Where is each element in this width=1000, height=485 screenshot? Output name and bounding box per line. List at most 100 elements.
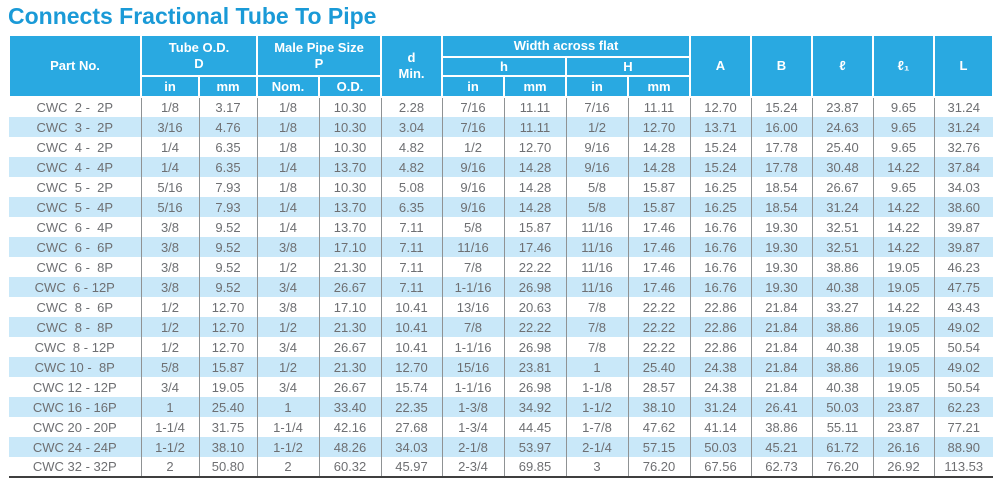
cell-b: 62.73	[750, 457, 812, 479]
cell-length: 37.84	[933, 157, 993, 178]
cell-pipe-nom: 1-1/4	[256, 417, 319, 438]
cell-hh-mm: 28.57	[627, 377, 690, 398]
cell-ell: 40.38	[811, 277, 873, 298]
cell-h-in: 1-3/4	[441, 417, 504, 438]
table-row: CWC 8 - 6P 1/2 12.70 3/8 17.10 10.41 13/16 20.6…	[9, 297, 993, 318]
cell-pipe-od: 21.30	[318, 257, 381, 278]
cell-h-in: 7/16	[441, 97, 504, 118]
cell-tube-od-mm: 12.70	[198, 337, 257, 358]
cell-length: 50.54	[933, 337, 993, 358]
cell-tube-od-in: 5/16	[140, 197, 199, 218]
cell-h-mm: 11.11	[503, 117, 566, 138]
cell-tube-od-mm: 6.35	[198, 137, 257, 158]
cell-d-min: 3.04	[380, 117, 442, 138]
cell-hh-in: 7/8	[565, 337, 628, 358]
table-row: CWC 8 - 12P 1/2 12.70 3/4 26.67 10.41 1-1/16 26…	[9, 337, 993, 358]
cell-d-min: 7.11	[380, 217, 442, 238]
cell-hh-in: 9/16	[565, 137, 628, 158]
cell-d-min: 4.82	[380, 157, 442, 178]
col-header-length: L	[933, 34, 994, 99]
cell-part-no: CWC 5 - 2P	[36, 179, 114, 195]
cell-h-in: 7/8	[441, 317, 504, 338]
cell-ell: 55.11	[811, 417, 873, 438]
cell-tube-od-in: 1	[140, 397, 199, 418]
cell-pipe-nom: 1-1/2	[256, 437, 319, 458]
cell-tube-od-in: 1/4	[140, 137, 199, 158]
col-header-tube-od-symbol: D	[194, 55, 204, 71]
cell-h-in: 2-1/8	[441, 437, 504, 458]
table-row: CWC 6 - 6P 3/8 9.52 3/8 17.10 7.11 11/16 17.46 1…	[9, 237, 993, 258]
cell-ell: 26.67	[811, 177, 873, 198]
cell-b: 26.41	[750, 397, 812, 418]
cell-length: 113.53	[933, 457, 993, 479]
cell-hh-in: 11/16	[565, 237, 628, 258]
cell-a: 16.76	[689, 277, 751, 298]
cell-pipe-nom: 3/8	[256, 237, 319, 258]
cell-length: 31.24	[933, 97, 993, 118]
cell-d-min: 15.74	[380, 377, 442, 398]
cell-pipe-nom: 1/8	[256, 177, 319, 198]
col-header-tube-od-in: in	[140, 75, 200, 99]
cell-tube-od-in: 1/2	[140, 317, 199, 338]
cell-pipe-od: 60.32	[318, 457, 381, 479]
cell-h-mm: 17.46	[503, 237, 566, 258]
cell-b: 19.30	[750, 277, 812, 298]
col-header-tube-od-label: Tube O.D.	[168, 39, 230, 55]
col-header-d-min: d Min.	[380, 34, 443, 99]
cell-tube-od-in: 3/8	[140, 217, 199, 238]
cell-part-no: CWC 8 - 6P	[36, 299, 114, 315]
cell-length: 49.02	[933, 357, 993, 378]
cell-hh-in: 3	[565, 457, 628, 479]
cell-pipe-od: 17.10	[318, 297, 381, 318]
cell-hh-mm: 76.20	[627, 457, 690, 479]
cell-h-mm: 11.11	[503, 97, 566, 118]
cell-h-mm: 26.98	[503, 277, 566, 298]
cell-h-mm: 34.92	[503, 397, 566, 418]
cell-tube-od-mm: 19.05	[198, 377, 257, 398]
cell-tube-od-mm: 9.52	[198, 217, 257, 238]
cell-ell1: 19.05	[872, 277, 934, 298]
cell-tube-od-mm: 4.76	[198, 117, 257, 138]
cell-pipe-nom: 3/4	[256, 277, 319, 298]
cell-hh-in: 11/16	[565, 217, 628, 238]
table-row: CWC 16 - 16P 1 25.40 1 33.40 22.35 1-3/8 34.92 1…	[9, 397, 993, 418]
cell-hh-in: 1/2	[565, 117, 628, 138]
cell-tube-od-in: 2	[140, 457, 199, 479]
table-row: CWC 5 - 4P 5/16 7.93 1/4 13.70 6.35 9/16 14.28 5…	[9, 197, 993, 218]
cell-ell1: 9.65	[872, 177, 934, 198]
cell-part-no: CWC 32 - 32P	[9, 457, 141, 479]
page-title: Connects Fractional Tube To Pipe	[8, 3, 377, 29]
fractional-tube-to-pipe-table: Part No. Tube O.D. D Male Pipe Size P d …	[8, 34, 994, 479]
cell-d-min: 22.35	[380, 397, 442, 418]
cell-tube-od-mm: 7.93	[198, 197, 257, 218]
cell-length: 39.87	[933, 217, 993, 238]
cell-tube-od-mm: 9.52	[198, 257, 257, 278]
cell-ell1: 26.16	[872, 437, 934, 458]
cell-ell: 61.72	[811, 437, 873, 458]
cell-ell1: 19.05	[872, 337, 934, 358]
cell-ell1: 14.22	[872, 297, 934, 318]
cell-ell: 31.24	[811, 197, 873, 218]
cell-a: 22.86	[689, 337, 751, 358]
cell-length: 50.54	[933, 377, 993, 398]
table-row: CWC 5 - 2P 5/16 7.93 1/8 10.30 5.08 9/16 14.28 5…	[9, 177, 993, 198]
cell-hh-mm: 15.87	[627, 177, 690, 198]
cell-h-mm: 26.98	[503, 337, 566, 358]
col-header-part-no: Part No.	[8, 34, 142, 99]
col-header-male-pipe-size-label: Male Pipe Size	[274, 39, 364, 55]
cell-pipe-od: 17.10	[318, 237, 381, 258]
cell-ell1: 23.87	[872, 417, 934, 438]
cell-h-mm: 22.22	[503, 317, 566, 338]
cell-ell1: 19.05	[872, 257, 934, 278]
cell-hh-mm: 12.70	[627, 117, 690, 138]
cell-ell: 32.51	[811, 217, 873, 238]
cell-b: 45.21	[750, 437, 812, 458]
cell-length: 32.76	[933, 137, 993, 158]
cell-pipe-od: 33.40	[318, 397, 381, 418]
cell-part-no: CWC 12 - 12P	[32, 379, 117, 395]
cell-hh-mm: 22.22	[627, 317, 690, 338]
cell-tube-od-in: 3/8	[140, 277, 199, 298]
cell-a: 67.56	[689, 457, 751, 479]
col-header-width-across-flat: Width across flat	[441, 34, 691, 59]
